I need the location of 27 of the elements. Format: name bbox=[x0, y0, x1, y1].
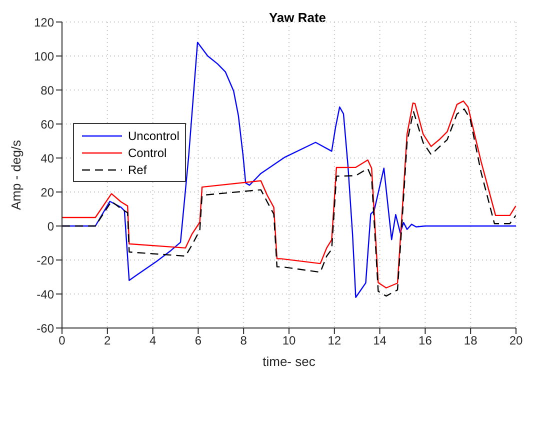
y-tick-label: 120 bbox=[34, 15, 54, 30]
y-tick-label: -40 bbox=[36, 287, 54, 302]
y-tick-label: 80 bbox=[40, 83, 54, 98]
y-tick-label: 60 bbox=[40, 117, 54, 132]
x-tick-label: 10 bbox=[282, 334, 296, 348]
x-tick-label: 14 bbox=[373, 334, 387, 348]
x-tick-label: 2 bbox=[104, 334, 112, 348]
y-tick-label: 100 bbox=[34, 49, 54, 64]
legend-label: Uncontrol bbox=[128, 128, 180, 142]
x-tick-label: 4 bbox=[149, 334, 156, 348]
x-tick-label: 18 bbox=[464, 334, 478, 348]
legend-label: Control bbox=[128, 146, 167, 160]
y-tick-label: 20 bbox=[40, 185, 54, 200]
x-axis-title: time- sec bbox=[262, 354, 316, 369]
y-tick-label: -60 bbox=[36, 321, 54, 336]
legend-label: Ref bbox=[128, 162, 147, 176]
y-tick-label: -20 bbox=[36, 253, 54, 268]
x-tick-label: 0 bbox=[58, 334, 66, 348]
x-tick-label: 20 bbox=[509, 334, 523, 348]
x-tick-label: 8 bbox=[240, 334, 248, 348]
x-tick-label: 6 bbox=[194, 334, 202, 348]
chart-title: Yaw Rate bbox=[268, 10, 328, 25]
x-tick-label: 12 bbox=[328, 334, 342, 348]
y-tick-label: 40 bbox=[40, 151, 54, 166]
y-tick-label: 0 bbox=[47, 219, 54, 234]
y-axis-title: Amp - deg/s bbox=[8, 139, 24, 210]
x-tick-label: 16 bbox=[418, 334, 432, 348]
